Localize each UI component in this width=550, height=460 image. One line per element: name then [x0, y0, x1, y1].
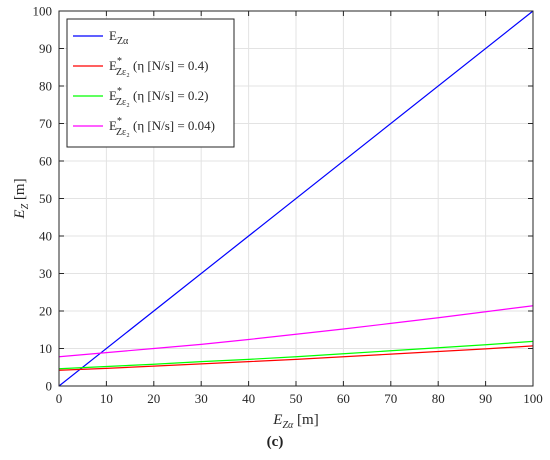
x-tick-label: 40 — [242, 391, 255, 406]
y-tick-label: 20 — [39, 304, 52, 319]
series-line-4 — [58, 305, 534, 358]
y-tick-label: 0 — [46, 379, 53, 394]
x-tick-label: 20 — [147, 391, 160, 406]
y-tick-label: 70 — [39, 116, 52, 131]
line-chart: 0 10 20 30 40 50 60 70 80 90 100 0 10 20 30 40 50 60 70 80 9… — [12, 4, 543, 432]
x-axis-title: EZα [m] — [272, 412, 318, 431]
x-tick-label: 60 — [337, 391, 350, 406]
x-tick-label: 80 — [432, 391, 445, 406]
y-tick-label: 40 — [39, 229, 52, 244]
y-tick-label: 60 — [39, 154, 52, 169]
x-tick-label: 0 — [56, 391, 63, 406]
series-line-1 — [58, 10, 534, 387]
legend-label-1: EZα — [109, 28, 129, 47]
x-tick-label: 70 — [384, 391, 397, 406]
series-line-3 — [58, 340, 534, 370]
x-tick-label: 100 — [523, 391, 543, 406]
y-tick-label: 10 — [39, 341, 52, 356]
legend-label-3: E* Zε₂ (η [N/s] = 0.2) — [109, 86, 209, 108]
y-tick-label: 80 — [39, 79, 52, 94]
series-line-2 — [58, 345, 534, 371]
legend-label-2: E* Zε₂ (η [N/s] = 0.4) — [109, 56, 209, 78]
legend-label-4: E* Zε₂ (η [N/s] = 0.04) — [109, 116, 215, 138]
x-tick-label: 30 — [195, 391, 208, 406]
y-tick-label: 90 — [39, 41, 52, 56]
x-tick-label: 10 — [100, 391, 113, 406]
y-tick-label: 50 — [39, 191, 52, 206]
y-axis-title: EZ [m] — [12, 178, 31, 219]
y-tick-label: 30 — [39, 266, 52, 281]
panel-label: (c) — [266, 434, 284, 450]
y-tick-label: 100 — [33, 4, 53, 19]
x-tick-label: 50 — [290, 391, 303, 406]
x-tick-label: 90 — [479, 391, 492, 406]
